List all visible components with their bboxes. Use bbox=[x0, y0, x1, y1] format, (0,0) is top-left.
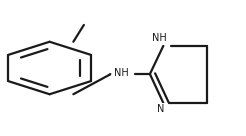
Text: N: N bbox=[157, 104, 165, 114]
Text: NH: NH bbox=[114, 68, 129, 78]
Text: NH: NH bbox=[152, 33, 167, 43]
